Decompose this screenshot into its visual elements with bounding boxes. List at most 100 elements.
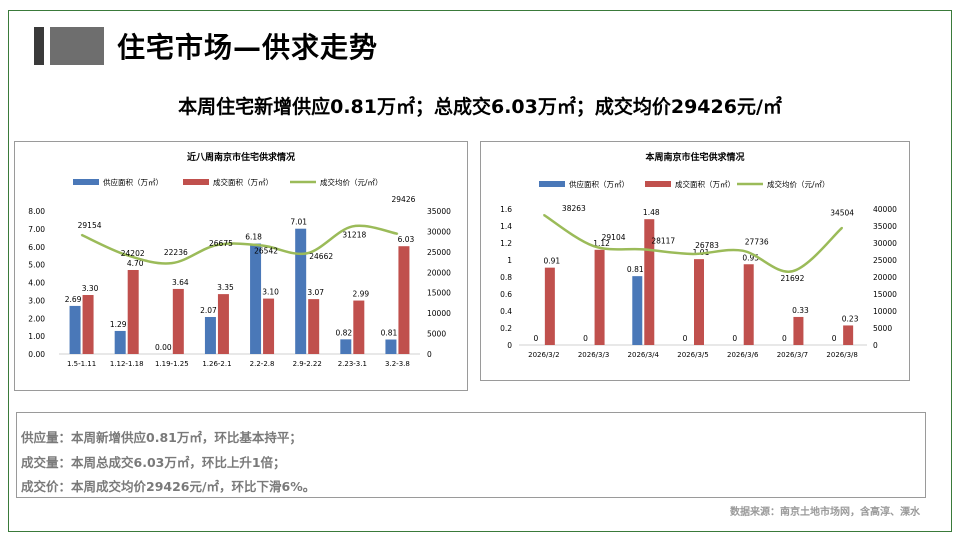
chart2-bar-supply (632, 276, 643, 345)
chart2-xtick: 2026/3/3 (578, 351, 609, 359)
page-title: 住宅市场—供求走势 (117, 31, 379, 64)
chart1-legend-label-2: 成交均价（元/㎡） (320, 177, 383, 187)
chart2-price-label: 29104 (602, 233, 626, 242)
chart2-legend-swatch-1 (645, 181, 671, 187)
chart1-bar-label-deal: 6.03 (398, 235, 415, 244)
chart1-legend-label-0: 供应面积（万㎡） (103, 177, 163, 187)
chart2-price-point (741, 249, 744, 252)
chart2-bar-deal (743, 264, 754, 345)
chart1-bar-deal (217, 294, 229, 354)
chart1-bar-supply (295, 228, 307, 354)
chart1-ytick-right: 20000 (427, 268, 451, 277)
chart2-bar-label-supply: 0 (533, 334, 538, 343)
chart2-bar-label-supply: 0 (583, 334, 588, 343)
chart1-bar-label-deal: 2.99 (352, 290, 369, 299)
chart2-xtick: 2026/3/7 (777, 351, 808, 359)
chart2-xtick: 2026/3/8 (826, 351, 857, 359)
chart1-price-label: 29154 (78, 221, 102, 230)
chart1-bar-supply (340, 339, 352, 354)
chart2-ytick-left: 1 (507, 256, 512, 265)
chart2-ytick-left: 0 (507, 341, 512, 350)
chart1-ytick-right: 15000 (427, 289, 451, 298)
chart1-price-point (125, 254, 128, 256)
chart1-price-point (351, 225, 354, 228)
chart1-ytick-right: 10000 (427, 309, 451, 318)
chart2-ytick-left: 1.6 (500, 205, 512, 214)
chart1-ytick-right: 5000 (427, 330, 446, 339)
chart1-price-label: 29426 (392, 195, 416, 204)
chart2-bar-deal (544, 267, 555, 345)
chart2-bar-label-deal: 0.95 (742, 253, 759, 262)
chart1-bar-label-supply: 2.69 (65, 295, 82, 304)
chart1-price-point (216, 244, 218, 246)
chart1-xtick: 1.19-1.25 (155, 360, 189, 368)
chart2-bar-deal (594, 249, 605, 345)
chart-weekly-8: 近八周南京市住宅供求情况 供应面积（万㎡） 成交面积（万㎡） 成交均价（元/㎡） 0.0… (14, 141, 468, 391)
chart1-price-label: 24202 (121, 249, 145, 258)
chart1-price-line (81, 224, 398, 265)
chart1-price-label: 26542 (254, 247, 278, 256)
chart1-price-label: 24662 (309, 252, 333, 261)
chart2-bar-deal (644, 219, 655, 345)
chart1-legend-swatch-0 (73, 179, 99, 185)
chart2-bar-label-supply: 0 (832, 334, 837, 343)
chart1-price-label: 31218 (342, 230, 366, 239)
chart2-ytick-left: 0.6 (500, 290, 512, 299)
chart1-bar-supply (385, 339, 397, 354)
chart2-bar-label-supply: 0 (683, 334, 688, 343)
chart2-title: 本周南京市住宅供求情况 (645, 151, 744, 163)
chart2-ytick-left: 0.2 (500, 324, 512, 333)
chart1-legend-label-1: 成交面积（万㎡） (213, 177, 273, 187)
chart2-ytick-right: 10000 (873, 307, 897, 316)
chart2-xtick: 2026/3/5 (677, 351, 708, 359)
chart1-xtick: 1.26-2.1 (202, 360, 231, 368)
chart1-price-point (171, 262, 173, 264)
chart1-ytick-right: 0 (427, 350, 432, 359)
chart2-price-line (543, 213, 843, 273)
chart1-bar-label-deal: 3.64 (172, 278, 189, 287)
chart2-price-point (543, 214, 545, 216)
chart1-bar-label-supply: 0.82 (335, 328, 352, 337)
chart1-bar-supply (250, 243, 262, 354)
chart1-xtick: 2.23-3.1 (338, 360, 367, 368)
chart1-ytick-left: 6.00 (28, 243, 45, 252)
chart2-ytick-right: 0 (873, 341, 878, 350)
chart2-ytick-right: 15000 (873, 290, 897, 299)
chart1-bar-supply (114, 330, 126, 354)
chart2-bar-label-supply: 0 (782, 334, 787, 343)
chart1-title: 近八周南京市住宅供求情况 (187, 151, 295, 163)
chart2-ytick-right: 5000 (873, 324, 892, 333)
chart1-ytick-right: 25000 (427, 248, 451, 257)
summary-price: 成交价：本周成交均价29426元/㎡，环比下滑6%。 (21, 479, 316, 494)
chart1-bar-label-supply: 7.01 (290, 218, 307, 227)
title-accent-bar (34, 27, 44, 65)
chart2-price-point (841, 226, 843, 229)
chart1-bar-label-deal: 3.30 (82, 284, 99, 293)
summary-supply: 供应量：本周新增供应0.81万㎡，环比基本持平； (21, 430, 302, 445)
chart2-ytick-right: 20000 (873, 273, 897, 282)
chart1-bar-deal (82, 295, 94, 354)
chart2-price-point (592, 245, 595, 247)
chart2-ytick-right: 25000 (873, 256, 897, 265)
chart2-bar-label-deal: 0.33 (792, 306, 809, 315)
chart1-bar-deal (398, 246, 410, 354)
chart2-ytick-left: 1.4 (500, 222, 512, 231)
chart1-bar-label-deal: 3.35 (217, 283, 234, 292)
chart2-legend-label-0: 供应面积（万㎡） (569, 179, 629, 189)
title-accent-block (50, 27, 104, 65)
chart2-xtick: 2026/3/6 (727, 351, 759, 359)
chart2-ytick-left: 1.2 (500, 239, 512, 248)
chart1-price-label: 26675 (209, 239, 233, 248)
chart1-ytick-left: 1.00 (28, 332, 45, 341)
chart2-xtick: 2026/3/2 (528, 351, 559, 359)
chart2-ytick-left: 0.4 (500, 307, 512, 316)
chart1-price-point (80, 234, 83, 236)
chart1-bar-label-supply: 1.29 (110, 320, 127, 329)
chart1-bar-supply (69, 305, 81, 354)
chart1-bar-deal (353, 300, 365, 354)
chart2-price-label: 34504 (830, 209, 854, 218)
chart2-bar-label-deal: 0.23 (842, 314, 859, 323)
chart2-bar-label-deal: 1.48 (643, 208, 660, 217)
